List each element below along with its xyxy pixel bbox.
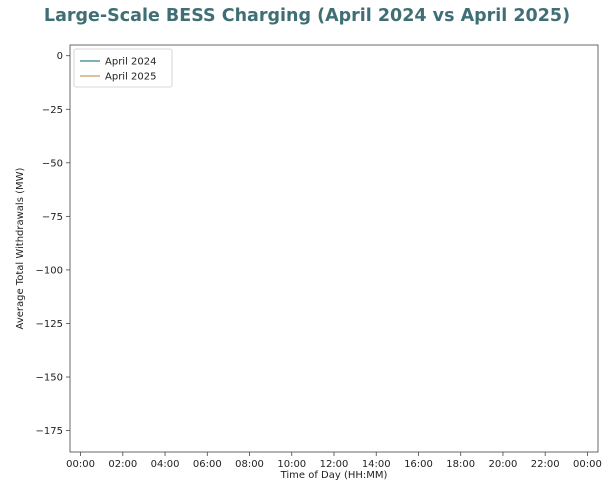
x-tick-label: 12:00 <box>320 459 349 470</box>
x-tick-label: 02:00 <box>108 459 137 470</box>
x-tick-label: 20:00 <box>489 459 518 470</box>
x-tick-label: 00:00 <box>573 459 602 470</box>
y-tick-label: −100 <box>36 265 63 276</box>
x-tick-label: 10:00 <box>277 459 306 470</box>
y-axis-label: Average Total Withdrawals (MW) <box>15 167 26 329</box>
x-tick-label: 18:00 <box>446 459 475 470</box>
x-tick-label: 22:00 <box>531 459 560 470</box>
y-tick-label: −175 <box>36 426 63 437</box>
y-tick-label: −50 <box>42 158 63 169</box>
x-tick-label: 08:00 <box>235 459 264 470</box>
legend-box <box>73 48 173 88</box>
y-tick-label: −150 <box>36 373 63 384</box>
legend-label: April 2025 <box>105 72 156 83</box>
x-tick-label: 04:00 <box>151 459 180 470</box>
x-tick-label: 16:00 <box>404 459 433 470</box>
chart-title: Large-Scale BESS Charging (April 2024 vs… <box>43 6 571 26</box>
y-tick-label: −125 <box>36 319 63 330</box>
x-tick-label: 14:00 <box>362 459 391 470</box>
y-tick-label: −25 <box>42 105 63 116</box>
legend: April 2024 April 2025 <box>73 48 173 88</box>
axes: 00:00 02:00 04:00 06:00 08:00 10:00 12:00 14:00… <box>15 44 602 481</box>
legend-label: April 2024 <box>105 57 156 68</box>
x-tick-label: 06:00 <box>193 459 222 470</box>
plot-frame <box>69 44 599 453</box>
y-tick-label: 0 <box>57 51 63 62</box>
x-tick-label: 00:00 <box>66 459 95 470</box>
y-tick-label: −75 <box>42 212 63 223</box>
x-axis-label: Time of Day (HH:MM) <box>280 470 388 481</box>
